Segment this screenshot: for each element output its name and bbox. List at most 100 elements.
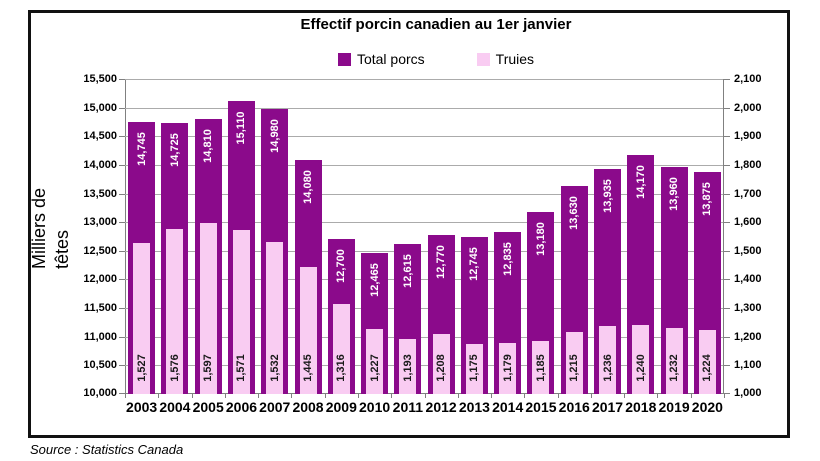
left-axis-tick-label: 11,000 (83, 331, 117, 343)
bar-truies-2005 (199, 223, 217, 394)
right-axis-tick-label: 1,700 (734, 188, 762, 200)
bar-truies-2006 (232, 230, 250, 394)
x-axis-tick-mark (591, 394, 592, 398)
bar-truies-2014 (499, 342, 517, 394)
left-axis-tick-mark (119, 393, 125, 394)
x-axis-tick-mark (391, 394, 392, 398)
x-axis-label: 2018 (625, 399, 657, 415)
x-axis-tick-mark (458, 394, 459, 398)
x-axis-label: 2020 (691, 399, 723, 415)
left-axis-tick-label: 14,500 (83, 130, 117, 142)
right-axis-tick-mark (723, 308, 730, 309)
left-axis-tick-label: 14,000 (83, 159, 117, 171)
right-axis-tick-label: 1,600 (734, 216, 762, 228)
right-axis-tick-mark (723, 337, 730, 338)
bar-truies-2018 (632, 325, 650, 394)
x-axis-label: 2016 (558, 399, 590, 415)
x-axis-label: 2014 (492, 399, 524, 415)
x-axis-tick-mark (358, 394, 359, 398)
x-axis-tick-mark (291, 394, 292, 398)
right-axis-tick-label: 1,000 (734, 387, 762, 399)
right-axis-tick-label: 1,400 (734, 273, 762, 285)
x-axis-tick-mark (325, 394, 326, 398)
bar-truies-2011 (399, 338, 417, 394)
x-axis-label: 2005 (192, 399, 224, 415)
gridline (125, 108, 724, 109)
left-axis-tick-label: 13,500 (83, 188, 117, 200)
gridline (125, 79, 724, 80)
x-axis-tick-mark (524, 394, 525, 398)
x-axis-tick-mark (558, 394, 559, 398)
left-axis-tick-mark (119, 79, 125, 80)
right-axis-tick-mark (723, 108, 730, 109)
x-axis-label: 2004 (159, 399, 191, 415)
bar-truies-2003 (133, 243, 151, 394)
left-axis-tick-mark (119, 136, 125, 137)
plot-area: 14,745 14,725 14,810 15,110 14,980 14,080 12,7… (125, 79, 724, 394)
legend-swatch-truies (476, 52, 490, 66)
x-axis-tick-mark (225, 394, 226, 398)
bar-truies-2007 (266, 241, 284, 394)
bar-truies-2017 (599, 326, 617, 394)
gridline (125, 365, 724, 366)
legend-item-truies: Truies (476, 51, 535, 67)
x-axis-tick-mark (158, 394, 159, 398)
gridline (125, 194, 724, 195)
x-axis-label: 2010 (359, 399, 391, 415)
x-axis-tick-mark (624, 394, 625, 398)
right-axis-tick-label: 1,100 (734, 359, 762, 371)
gridline (125, 337, 724, 338)
legend-label-truies: Truies (495, 51, 535, 67)
right-axis-tick-mark (723, 365, 730, 366)
left-axis-tick-mark (119, 365, 125, 366)
x-axis-tick-mark (724, 394, 725, 398)
bar-truies-2015 (532, 341, 550, 394)
left-axis-tick-mark (119, 222, 125, 223)
left-axis-tick-label: 15,500 (83, 73, 117, 85)
x-axis-tick-mark (657, 394, 658, 398)
left-axis-tick-mark (119, 165, 125, 166)
x-axis-label: 2017 (591, 399, 624, 415)
right-axis-tick-label: 2,100 (734, 73, 762, 85)
x-axis-label: 2007 (259, 399, 291, 415)
left-axis-tick-label: 10,500 (83, 359, 117, 371)
bar-truies-2008 (299, 266, 317, 394)
bar-truies-2004 (166, 229, 184, 394)
gridline (125, 308, 724, 309)
left-axis-tick-label: 10,000 (83, 387, 117, 399)
bar-truies-2010 (366, 328, 384, 394)
gridline (125, 136, 724, 137)
x-axis-label: 2009 (325, 399, 357, 415)
right-axis-tick-label: 1,200 (734, 331, 762, 343)
right-axis-line (723, 79, 724, 394)
right-axis-tick-mark (723, 79, 730, 80)
right-axis-tick-mark (723, 251, 730, 252)
right-axis-tick-mark (723, 136, 730, 137)
x-axis-tick-mark (192, 394, 193, 398)
x-axis-label: 2019 (658, 399, 690, 415)
bar-truies-2009 (332, 303, 350, 394)
bar-truies-2019 (665, 327, 683, 394)
gridline (125, 222, 724, 223)
left-axis-tick-mark (119, 108, 125, 109)
bar-truies-2012 (432, 334, 450, 394)
left-axis-tick-mark (119, 279, 125, 280)
x-axis-tick-mark (258, 394, 259, 398)
right-axis-tick-label: 1,300 (734, 302, 762, 314)
legend-item-total-porcs: Total porcs (337, 51, 425, 67)
right-axis-tick-label: 1,500 (734, 245, 762, 257)
x-axis-label: 2012 (425, 399, 457, 415)
x-axis-label: 2015 (525, 399, 557, 415)
x-axis-label: 2013 (458, 399, 490, 415)
x-axis-label: 2011 (392, 399, 424, 415)
left-axis-tick-mark (119, 194, 125, 195)
right-axis-tick-label: 2,000 (734, 102, 762, 114)
right-axis-tick-mark (723, 165, 730, 166)
source-note: Source : Statistics Canada (30, 442, 184, 457)
right-axis-tick-mark (723, 194, 730, 195)
x-axis-tick-mark (491, 394, 492, 398)
right-axis-tick-label: 1,800 (734, 159, 762, 171)
x-axis-label: 2006 (225, 399, 258, 415)
bar-truies-2013 (465, 343, 483, 394)
